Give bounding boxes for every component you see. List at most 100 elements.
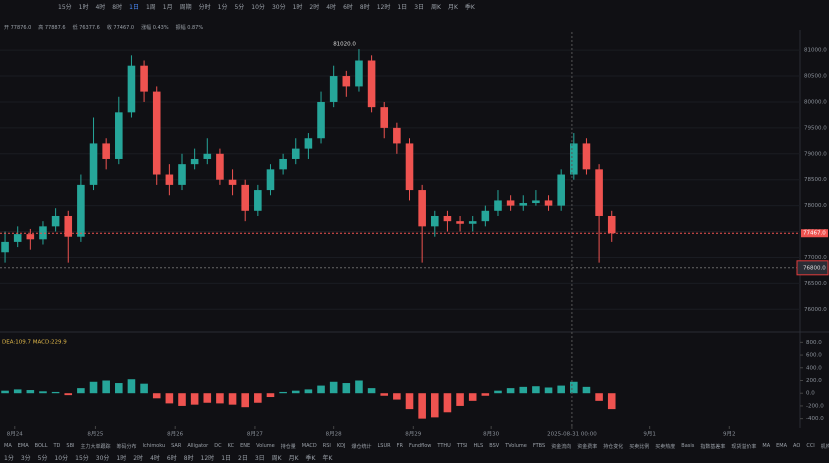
indicator-tab[interactable]: 资金流向 (551, 443, 572, 450)
timeframe-button[interactable]: 5分 (234, 3, 245, 11)
y-tick-label: 78000.0 (804, 203, 827, 209)
indicator-tab[interactable]: FR (396, 443, 403, 449)
indicator-tab[interactable]: 机构指标 (820, 443, 829, 450)
indicator-tab[interactable]: 现货溢价率 (731, 443, 757, 450)
timeframe-button[interactable]: 季K (305, 454, 316, 462)
timeframe-button[interactable]: 4时 (150, 454, 160, 462)
indicator-tab[interactable]: ENE (240, 443, 251, 449)
timeframe-button[interactable]: 30分 (95, 454, 110, 462)
timeframe-button[interactable]: 3日 (254, 454, 265, 462)
timeframe-button[interactable]: 4时 (326, 3, 337, 11)
macd-bar (418, 393, 426, 419)
timeframe-button[interactable]: 周期 (179, 3, 192, 11)
indicator-tab[interactable]: MA (762, 443, 771, 449)
indicator-tab[interactable]: EMA (776, 443, 788, 449)
indicator-tab[interactable]: Ichimoku (142, 443, 166, 449)
timeframe-button[interactable]: 1时 (116, 454, 127, 462)
indicator-tab[interactable]: SAR (171, 443, 182, 449)
indicator-tab[interactable]: TTHU (437, 443, 451, 449)
indicator-tab[interactable]: 主力大单跟踪 (80, 443, 111, 450)
indicator-tab[interactable]: MA (4, 443, 12, 449)
timeframe-button[interactable]: 1分 (217, 3, 228, 11)
indicator-tab[interactable]: CCI (806, 443, 815, 449)
indicator-tab[interactable]: LSUR (377, 443, 391, 449)
indicator-tab[interactable]: AO (793, 443, 801, 449)
indicator-tab[interactable]: KC (227, 443, 235, 449)
indicator-tab[interactable]: TTSI (456, 443, 468, 449)
timeframe-button[interactable]: 30分 (271, 3, 286, 11)
candle-body (1, 241, 9, 253)
indicator-tab[interactable]: Basis (681, 443, 695, 449)
candle-body (367, 60, 376, 108)
timeframe-button[interactable]: 15分 (58, 3, 72, 11)
timeframe-button[interactable]: 月K (288, 454, 299, 462)
macd-bar (77, 388, 85, 394)
indicator-tab[interactable]: 买卖比例 (629, 443, 650, 450)
timeframe-button[interactable]: 12时 (376, 3, 391, 11)
indicator-tab[interactable]: TD (53, 443, 61, 449)
indicator-tab[interactable]: RSI (322, 443, 331, 449)
indicator-tab[interactable]: HLS (473, 443, 484, 449)
indicator-tab[interactable]: 买卖热度 (655, 443, 676, 450)
timeframe-button[interactable]: 周K (271, 454, 282, 462)
timeframe-button[interactable]: 5分 (37, 454, 48, 462)
timeframe-button[interactable]: 1周 (145, 3, 156, 11)
timeframe-button[interactable]: 10分 (54, 454, 69, 462)
timeframe-button[interactable]: 6时 (166, 454, 177, 462)
indicator-bar: MA EMA BOLL TD SBI 主力大单跟踪 筹码分布 Ichimoku SAR Allig… (4, 441, 829, 451)
timeframe-button[interactable]: 15分 (75, 454, 89, 462)
indicator-tab[interactable]: 资金费率 (577, 443, 598, 450)
indicator-tab[interactable]: Fundflow (408, 443, 432, 449)
indicator-tab[interactable]: 爆仓统计 (351, 443, 372, 450)
indicator-tab[interactable]: FTBS (532, 443, 546, 449)
timeframe-button[interactable]: 1日 (397, 3, 408, 11)
indicator-tab[interactable]: EMA (17, 443, 29, 449)
timeframe-button[interactable]: 年K (322, 454, 333, 462)
macd-bar (228, 393, 237, 405)
indicator-tab[interactable]: 持仓变化 (603, 443, 624, 450)
timeframe-button[interactable]: 周K (431, 3, 441, 11)
timeframe-button[interactable]: 3分 (20, 454, 31, 462)
ohlc-info: 开 77876.0 (4, 24, 32, 31)
timeframe-button[interactable]: 1日 (129, 3, 139, 11)
timeframe-button[interactable]: 1时 (292, 3, 303, 11)
timeframe-button[interactable]: 4时 (95, 3, 106, 11)
timeframe-button[interactable]: 季K (464, 3, 475, 11)
indicator-tab[interactable]: Alligator (187, 443, 209, 449)
macd-bar (140, 383, 148, 394)
timeframe-button[interactable]: 分时 (198, 3, 211, 11)
timeframe-button[interactable]: 1日 (221, 454, 232, 462)
timeframe-button[interactable]: 1时 (78, 3, 89, 11)
indicator-tab[interactable]: KDJ (336, 443, 346, 449)
candle-body (607, 215, 616, 234)
indicator-tab[interactable]: BSV (489, 443, 500, 449)
timeframe-button[interactable]: 8时 (183, 454, 194, 462)
indicator-tab[interactable]: 筹码分布 (116, 443, 137, 450)
timeframe-button[interactable]: 2日 (238, 454, 248, 462)
timeframe-button[interactable]: 3日 (414, 3, 425, 11)
indicator-tab[interactable]: SBI (66, 443, 75, 449)
timeframe-button[interactable]: 1分 (4, 454, 14, 462)
indicator-tab[interactable]: TVolume (505, 443, 527, 449)
timeframe-button[interactable]: 月K (447, 3, 458, 11)
macd-bar (456, 393, 464, 406)
timeframe-button[interactable]: 10分 (251, 3, 265, 11)
x-tick-label: 8月28 (326, 431, 342, 438)
macd-bar (203, 393, 212, 403)
timeframe-button[interactable]: 2时 (309, 3, 320, 11)
macd-bar (127, 379, 136, 394)
indicator-tab[interactable]: Volume (256, 443, 275, 449)
timeframe-button[interactable]: 8时 (112, 3, 123, 11)
timeframe-button[interactable]: 12时 (200, 454, 215, 462)
candle-body (89, 143, 98, 185)
indicator-tab[interactable]: DC (214, 443, 222, 449)
timeframe-button[interactable]: 1月 (162, 3, 173, 11)
timeframe-button[interactable]: 2时 (133, 454, 144, 462)
indicator-tab[interactable]: 指数基差率 (700, 443, 726, 450)
indicator-tab[interactable]: 持仓量 (280, 443, 296, 450)
timeframe-button[interactable]: 6时 (343, 3, 353, 11)
timeframe-button[interactable]: 8时 (359, 3, 370, 11)
indicator-tab[interactable]: BOLL (34, 443, 48, 449)
macd-label: DEA:109.7 MACD:229.9 (2, 340, 67, 346)
indicator-tab[interactable]: MACD (301, 443, 317, 449)
